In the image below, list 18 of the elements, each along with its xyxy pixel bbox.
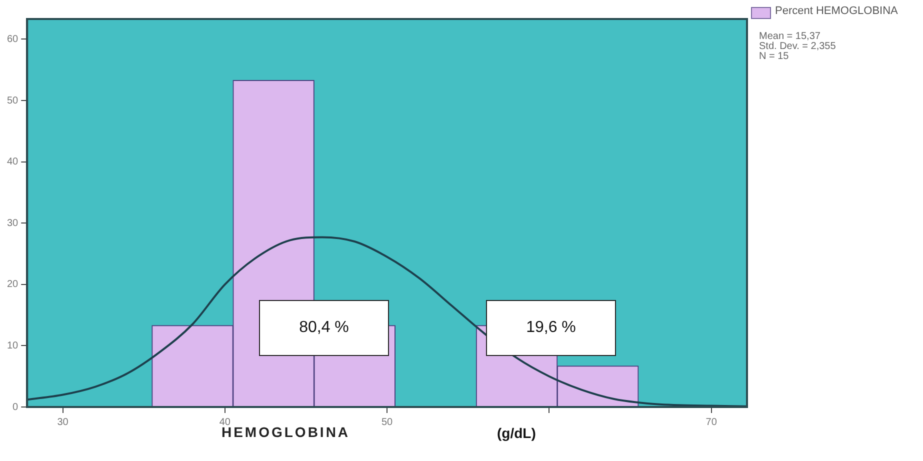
text: Std. Dev. = 2,355	[759, 41, 836, 52]
legend-label: Percent HEMOGLOBINA	[775, 5, 899, 17]
callout-box: 19,6 %	[486, 300, 616, 356]
y-tick-label: 30	[7, 218, 19, 229]
text: (g/dL)	[497, 425, 536, 441]
y-tick-label: 0	[12, 402, 19, 413]
text: Mean = 15,37	[759, 31, 820, 42]
callout-box: 80,4 %	[259, 300, 389, 356]
y-tick-label: 50	[7, 95, 19, 106]
line-series	[27, 236, 747, 407]
y-tick-label: 10	[7, 340, 19, 352]
x-tick-label: 70	[706, 416, 718, 428]
text: N = 15	[759, 51, 789, 62]
y-tick-label: 20	[7, 279, 19, 290]
y-tick-label: 60	[7, 34, 19, 45]
y-tick-label: 40	[7, 156, 19, 168]
x-tick-label: 30	[57, 416, 69, 428]
x-tick-label: 50	[382, 416, 394, 428]
